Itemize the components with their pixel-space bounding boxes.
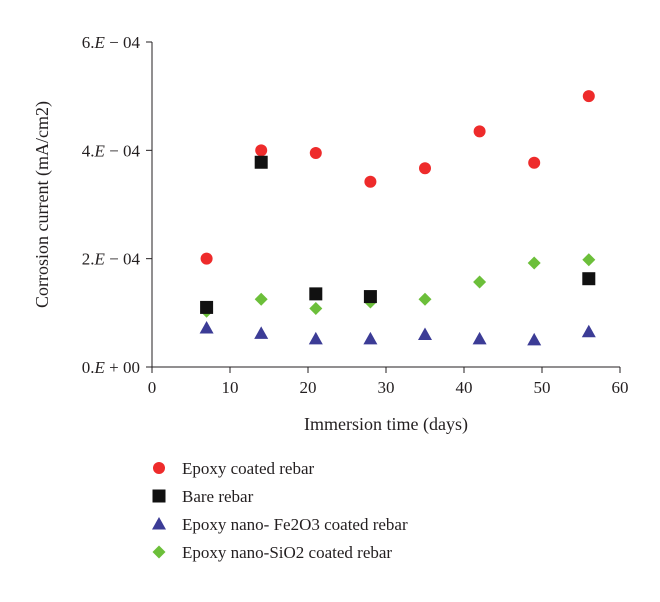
data-points bbox=[199, 90, 596, 346]
data-point-circle bbox=[364, 175, 377, 188]
data-point-square bbox=[363, 290, 377, 304]
data-point-triangle bbox=[472, 331, 487, 345]
x-tick-label: 0 bbox=[148, 378, 157, 397]
x-tick-label: 20 bbox=[300, 378, 317, 397]
y-tick-label: 2.E − 04 bbox=[82, 250, 141, 269]
legend-label: Bare rebar bbox=[182, 487, 254, 506]
legend-label: Epoxy nano- Fe2O3 coated rebar bbox=[182, 515, 408, 534]
x-tick-label: 50 bbox=[534, 378, 551, 397]
legend-marker-triangle bbox=[152, 517, 166, 530]
legend-label: Epoxy coated rebar bbox=[182, 459, 314, 478]
data-point-square bbox=[309, 287, 323, 301]
legend-label: Epoxy nano-SiO2 coated rebar bbox=[182, 543, 392, 562]
chart-axes bbox=[151, 42, 620, 368]
y-tick-label: 6.E − 04 bbox=[82, 33, 141, 52]
data-point-circle bbox=[200, 252, 213, 265]
data-point-circle bbox=[255, 144, 268, 157]
data-point-triangle bbox=[418, 327, 432, 340]
data-point-square bbox=[254, 155, 268, 169]
data-point-triangle bbox=[254, 326, 269, 339]
data-point-square bbox=[582, 272, 596, 286]
x-axis-ticks: 0 10 20 30 40 50 60 bbox=[148, 367, 629, 397]
data-point-diamond bbox=[254, 292, 268, 306]
data-point-triangle bbox=[308, 331, 323, 345]
data-point-triangle bbox=[581, 324, 596, 338]
y-tick-label: 4.E − 04 bbox=[82, 141, 141, 160]
data-point-diamond bbox=[309, 302, 323, 315]
legend-marker-circle bbox=[153, 462, 165, 474]
x-axis-title: Immersion time (days) bbox=[304, 414, 468, 435]
data-point-circle bbox=[582, 90, 595, 103]
y-axis-title: Corrosion current (mA/cm2) bbox=[32, 101, 53, 308]
data-point-triangle bbox=[527, 332, 542, 346]
data-point-triangle bbox=[363, 331, 378, 345]
legend-marker-square bbox=[152, 489, 166, 503]
data-point-triangle bbox=[199, 321, 214, 334]
data-point-circle bbox=[473, 125, 486, 138]
data-point-circle bbox=[419, 162, 431, 175]
legend-marker-diamond bbox=[152, 545, 166, 559]
data-point-diamond bbox=[418, 292, 432, 306]
x-tick-label: 40 bbox=[456, 378, 473, 397]
data-point-circle bbox=[309, 147, 322, 160]
data-point-diamond bbox=[527, 256, 541, 270]
x-tick-label: 60 bbox=[612, 378, 629, 397]
data-point-diamond bbox=[582, 253, 596, 267]
data-point-square bbox=[200, 300, 214, 314]
x-tick-label: 10 bbox=[222, 378, 239, 397]
y-axis-ticks: 0.E + 00 2.E − 04 4.E − 04 6.E − 04 bbox=[82, 33, 152, 377]
legend: Epoxy coated rebar Bare rebar Epoxy nano- … bbox=[152, 459, 408, 562]
y-tick-label: 0.E + 00 bbox=[82, 358, 140, 377]
data-point-diamond bbox=[473, 275, 487, 289]
x-tick-label: 30 bbox=[378, 378, 395, 397]
data-point-circle bbox=[528, 156, 541, 169]
